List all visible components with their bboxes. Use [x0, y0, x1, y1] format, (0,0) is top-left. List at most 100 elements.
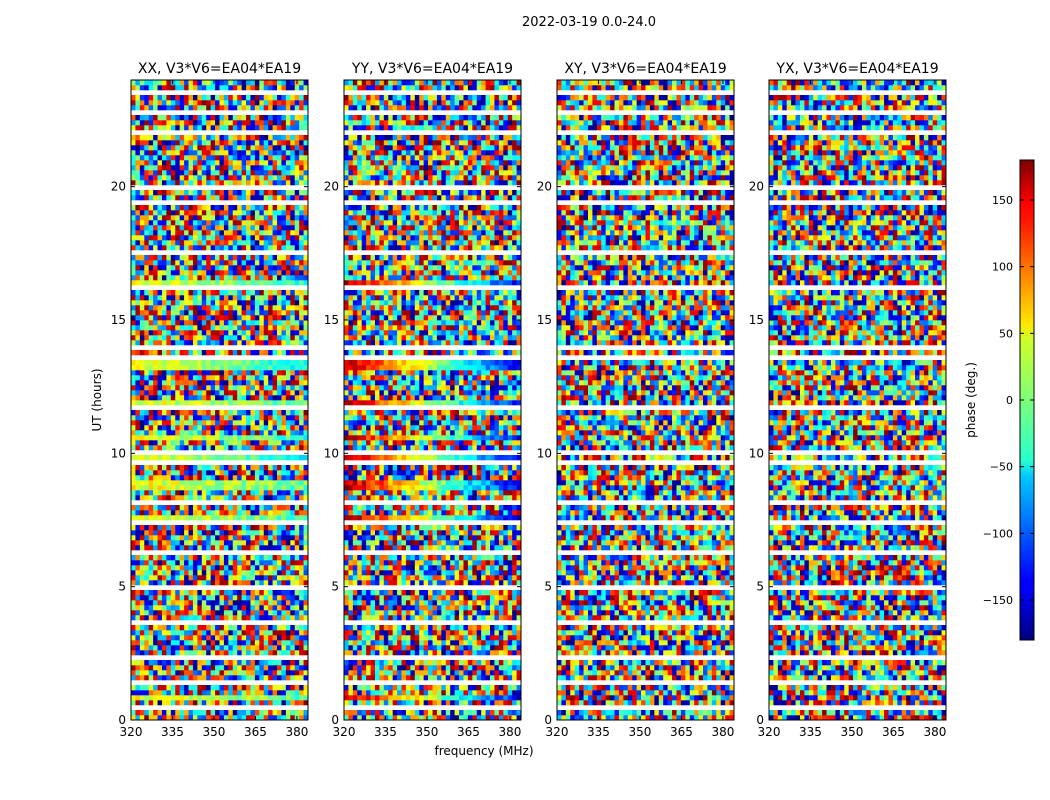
heatmap-cell: [303, 280, 309, 286]
heatmap-cell: [281, 305, 287, 311]
heatmap-cell: [166, 515, 172, 521]
heatmap-cell: [148, 295, 154, 301]
heatmap-cell: [277, 570, 282, 576]
heatmap-cell: [206, 155, 211, 161]
heatmap-cell: [237, 445, 242, 451]
heatmap-cell: [294, 635, 300, 641]
heatmap-cell: [166, 685, 172, 691]
heatmap-cell: [139, 225, 145, 231]
heatmap-cell: [206, 710, 211, 716]
heatmap-cell: [144, 475, 149, 481]
heatmap-cell: [290, 140, 296, 146]
heatmap-cell: [254, 235, 260, 241]
heatmap-cell: [268, 560, 273, 566]
heatmap-cell: [450, 640, 455, 646]
heatmap-cell: [153, 145, 158, 151]
heatmap-cell: [259, 240, 265, 246]
heatmap-cell: [170, 155, 176, 161]
heatmap-cell: [206, 575, 211, 581]
heatmap-cell: [223, 170, 229, 176]
heatmap-cell: [161, 580, 167, 586]
heatmap-cell: [268, 80, 273, 86]
heatmap-cell: [254, 695, 260, 701]
heatmap-cell: [294, 425, 300, 431]
heatmap-cell: [170, 165, 176, 171]
heatmap-cell: [219, 275, 225, 281]
heatmap-cell: [290, 360, 296, 366]
heatmap-cell: [516, 715, 522, 721]
heatmap-cell: [161, 135, 167, 141]
heatmap-cell: [153, 155, 158, 161]
heatmap-cell: [144, 315, 149, 321]
heatmap-cell: [250, 615, 256, 621]
heatmap-cell: [232, 610, 238, 616]
heatmap-cell: [237, 430, 242, 436]
heatmap-cell: [188, 570, 194, 576]
heatmap-cell: [153, 160, 158, 166]
heatmap-cell: [281, 685, 287, 691]
heatmap-cell: [210, 515, 216, 521]
heatmap-cell: [206, 435, 211, 441]
heatmap-cell: [277, 390, 282, 396]
heatmap-cell: [206, 410, 211, 416]
heatmap-cell: [184, 190, 189, 196]
heatmap-cell: [237, 580, 242, 586]
heatmap-cell: [285, 380, 291, 386]
heatmap-cell: [206, 530, 211, 536]
heatmap-cell: [166, 140, 172, 146]
heatmap-cell: [250, 295, 256, 301]
heatmap-cell: [246, 485, 251, 491]
heatmap-cell: [144, 120, 149, 126]
heatmap-cell: [175, 300, 180, 306]
heatmap-cell: [507, 650, 513, 656]
heatmap-cell: [268, 260, 273, 266]
heatmap-cell: [135, 640, 141, 646]
heatmap-cell: [299, 590, 304, 596]
heatmap-cell: [175, 155, 180, 161]
heatmap-cell: [246, 140, 251, 146]
heatmap-cell: [148, 175, 154, 181]
heatmap-cell: [192, 575, 198, 581]
heatmap-cell: [131, 155, 136, 161]
heatmap-cell: [157, 625, 163, 631]
heatmap-cell: [139, 190, 145, 196]
heatmap-cell: [485, 625, 491, 631]
heatmap-cell: [246, 455, 251, 461]
heatmap-cell: [263, 210, 269, 216]
heatmap-cell: [166, 380, 172, 386]
heatmap-cell: [281, 325, 287, 331]
heatmap-cell: [219, 425, 225, 431]
heatmap-cell: [272, 330, 278, 336]
heatmap-cell: [263, 615, 269, 621]
heatmap-cell: [201, 490, 207, 496]
heatmap-cell: [157, 220, 163, 226]
heatmap-cell: [188, 525, 194, 531]
heatmap-cell: [228, 330, 234, 336]
heatmap-cell: [179, 555, 185, 561]
heatmap-cell: [157, 440, 163, 446]
heatmap-cell: [294, 115, 300, 121]
heatmap-cell: [161, 465, 167, 471]
heatmap-cell: [228, 530, 234, 536]
heatmap-cell: [153, 495, 158, 501]
heatmap-cell: [166, 315, 172, 321]
heatmap-cell: [428, 650, 433, 656]
heatmap-cell: [498, 700, 504, 706]
heatmap-cell: [303, 210, 309, 216]
heatmap-cell: [450, 665, 455, 671]
heatmap-cell: [175, 375, 180, 381]
heatmap-cell: [153, 335, 158, 341]
heatmap-cell: [285, 190, 291, 196]
heatmap-cell: [436, 670, 442, 676]
heatmap-cell: [241, 295, 247, 301]
heatmap-cell: [201, 180, 207, 186]
heatmap-cell: [148, 390, 154, 396]
heatmap-cell: [184, 545, 189, 551]
heatmap-cell: [246, 640, 251, 646]
heatmap-cell: [148, 700, 154, 706]
heatmap-cell: [131, 510, 136, 516]
heatmap-cell: [254, 595, 260, 601]
heatmap-cell: [206, 605, 211, 611]
heatmap-cell: [277, 465, 282, 471]
heatmap-cell: [352, 625, 358, 631]
